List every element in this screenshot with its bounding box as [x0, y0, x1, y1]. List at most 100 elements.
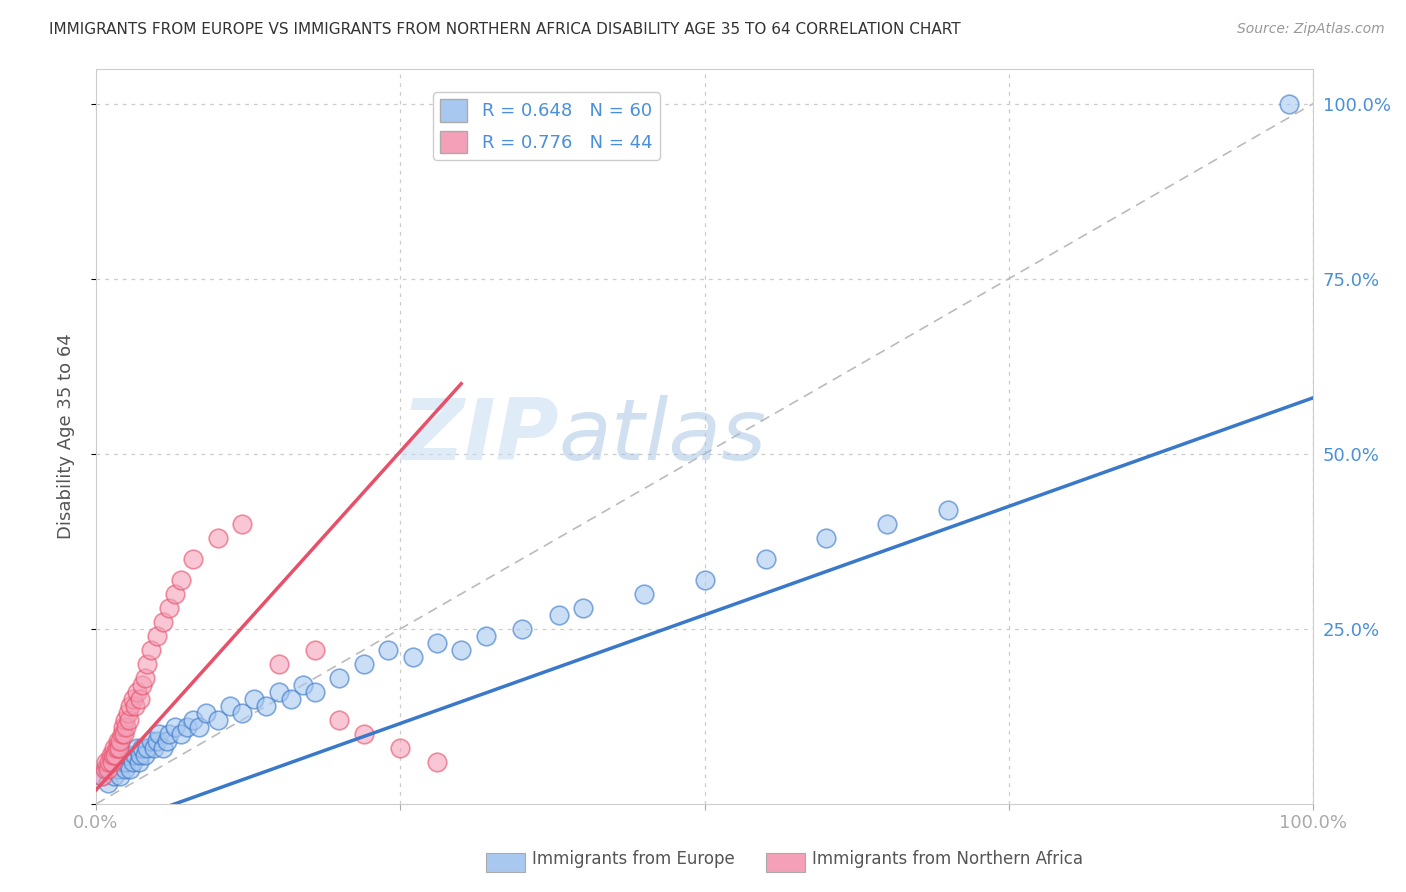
Point: [111, 720, 134, 734]
Point: [152, 615, 174, 629]
Point: [120, 698, 142, 713]
Y-axis label: Disability Age 35 to 64: Disability Age 35 to 64: [58, 334, 75, 539]
Point: [267, 657, 290, 671]
Point: [121, 692, 143, 706]
Point: [91, 769, 114, 783]
Point: [146, 734, 169, 748]
Point: [114, 762, 136, 776]
Point: [100, 762, 122, 776]
Point: [157, 600, 180, 615]
Point: [377, 643, 399, 657]
Point: [426, 636, 449, 650]
Point: [97, 762, 120, 776]
Point: [128, 747, 150, 762]
Point: [115, 720, 138, 734]
Point: [1278, 96, 1301, 111]
Point: [103, 741, 125, 756]
Point: [474, 629, 496, 643]
Point: [94, 762, 117, 776]
Point: [128, 692, 150, 706]
Point: [91, 769, 114, 783]
Point: [118, 713, 141, 727]
Point: [121, 755, 143, 769]
Point: [148, 727, 170, 741]
Point: [401, 649, 423, 664]
Point: [127, 685, 149, 699]
Point: [105, 741, 128, 756]
Point: [165, 720, 187, 734]
Text: Source: ZipAtlas.com: Source: ZipAtlas.com: [1237, 22, 1385, 37]
Point: [131, 741, 153, 756]
Text: IMMIGRANTS FROM EUROPE VS IMMIGRANTS FROM NORTHERN AFRICA DISABILITY AGE 35 TO 6: IMMIGRANTS FROM EUROPE VS IMMIGRANTS FRO…: [49, 22, 960, 37]
Point: [304, 643, 326, 657]
Point: [426, 755, 449, 769]
Point: [100, 747, 122, 762]
Point: [510, 622, 533, 636]
Point: [111, 755, 134, 769]
Point: [94, 755, 117, 769]
Point: [107, 734, 129, 748]
Point: [231, 706, 253, 720]
Point: [328, 713, 350, 727]
Point: [117, 747, 139, 762]
Point: [254, 698, 277, 713]
Point: [101, 747, 124, 762]
Point: [134, 671, 156, 685]
Point: [146, 629, 169, 643]
Point: [127, 741, 149, 756]
Point: [243, 692, 266, 706]
Text: atlas: atlas: [558, 395, 766, 478]
Point: [183, 713, 205, 727]
Point: [547, 607, 569, 622]
Text: Immigrants from Europe: Immigrants from Europe: [531, 850, 735, 868]
Point: [815, 531, 838, 545]
Point: [152, 741, 174, 756]
Point: [104, 747, 127, 762]
Point: [136, 741, 159, 756]
Point: [754, 551, 776, 566]
Point: [572, 600, 595, 615]
Point: [110, 727, 132, 741]
Point: [328, 671, 350, 685]
Point: [176, 720, 198, 734]
Point: [98, 755, 121, 769]
Point: [389, 741, 412, 756]
Legend: R = 0.648   N = 60, R = 0.776   N = 44: R = 0.648 N = 60, R = 0.776 N = 44: [433, 92, 659, 160]
Text: Immigrants from Northern Africa: Immigrants from Northern Africa: [811, 850, 1083, 868]
Point: [207, 531, 229, 545]
Text: ZIP: ZIP: [401, 395, 558, 478]
Point: [101, 755, 124, 769]
Point: [231, 516, 253, 531]
Point: [103, 769, 125, 783]
Point: [156, 734, 179, 748]
Point: [131, 678, 153, 692]
Point: [112, 727, 135, 741]
Point: [136, 657, 159, 671]
Point: [124, 698, 146, 713]
Point: [633, 587, 655, 601]
Point: [128, 755, 150, 769]
Point: [280, 692, 302, 706]
Point: [693, 573, 716, 587]
Point: [108, 741, 131, 756]
Point: [170, 727, 193, 741]
Point: [170, 573, 193, 587]
Point: [139, 643, 162, 657]
Point: [97, 776, 120, 790]
Point: [304, 685, 326, 699]
Point: [219, 698, 242, 713]
Point: [353, 727, 375, 741]
Point: [110, 734, 132, 748]
Point: [120, 762, 142, 776]
Point: [353, 657, 375, 671]
Point: [207, 713, 229, 727]
Point: [936, 503, 959, 517]
Point: [450, 643, 472, 657]
Point: [114, 713, 136, 727]
Point: [194, 706, 217, 720]
Point: [110, 769, 132, 783]
Point: [107, 762, 129, 776]
Point: [157, 727, 180, 741]
Point: [104, 755, 127, 769]
Point: [291, 678, 314, 692]
